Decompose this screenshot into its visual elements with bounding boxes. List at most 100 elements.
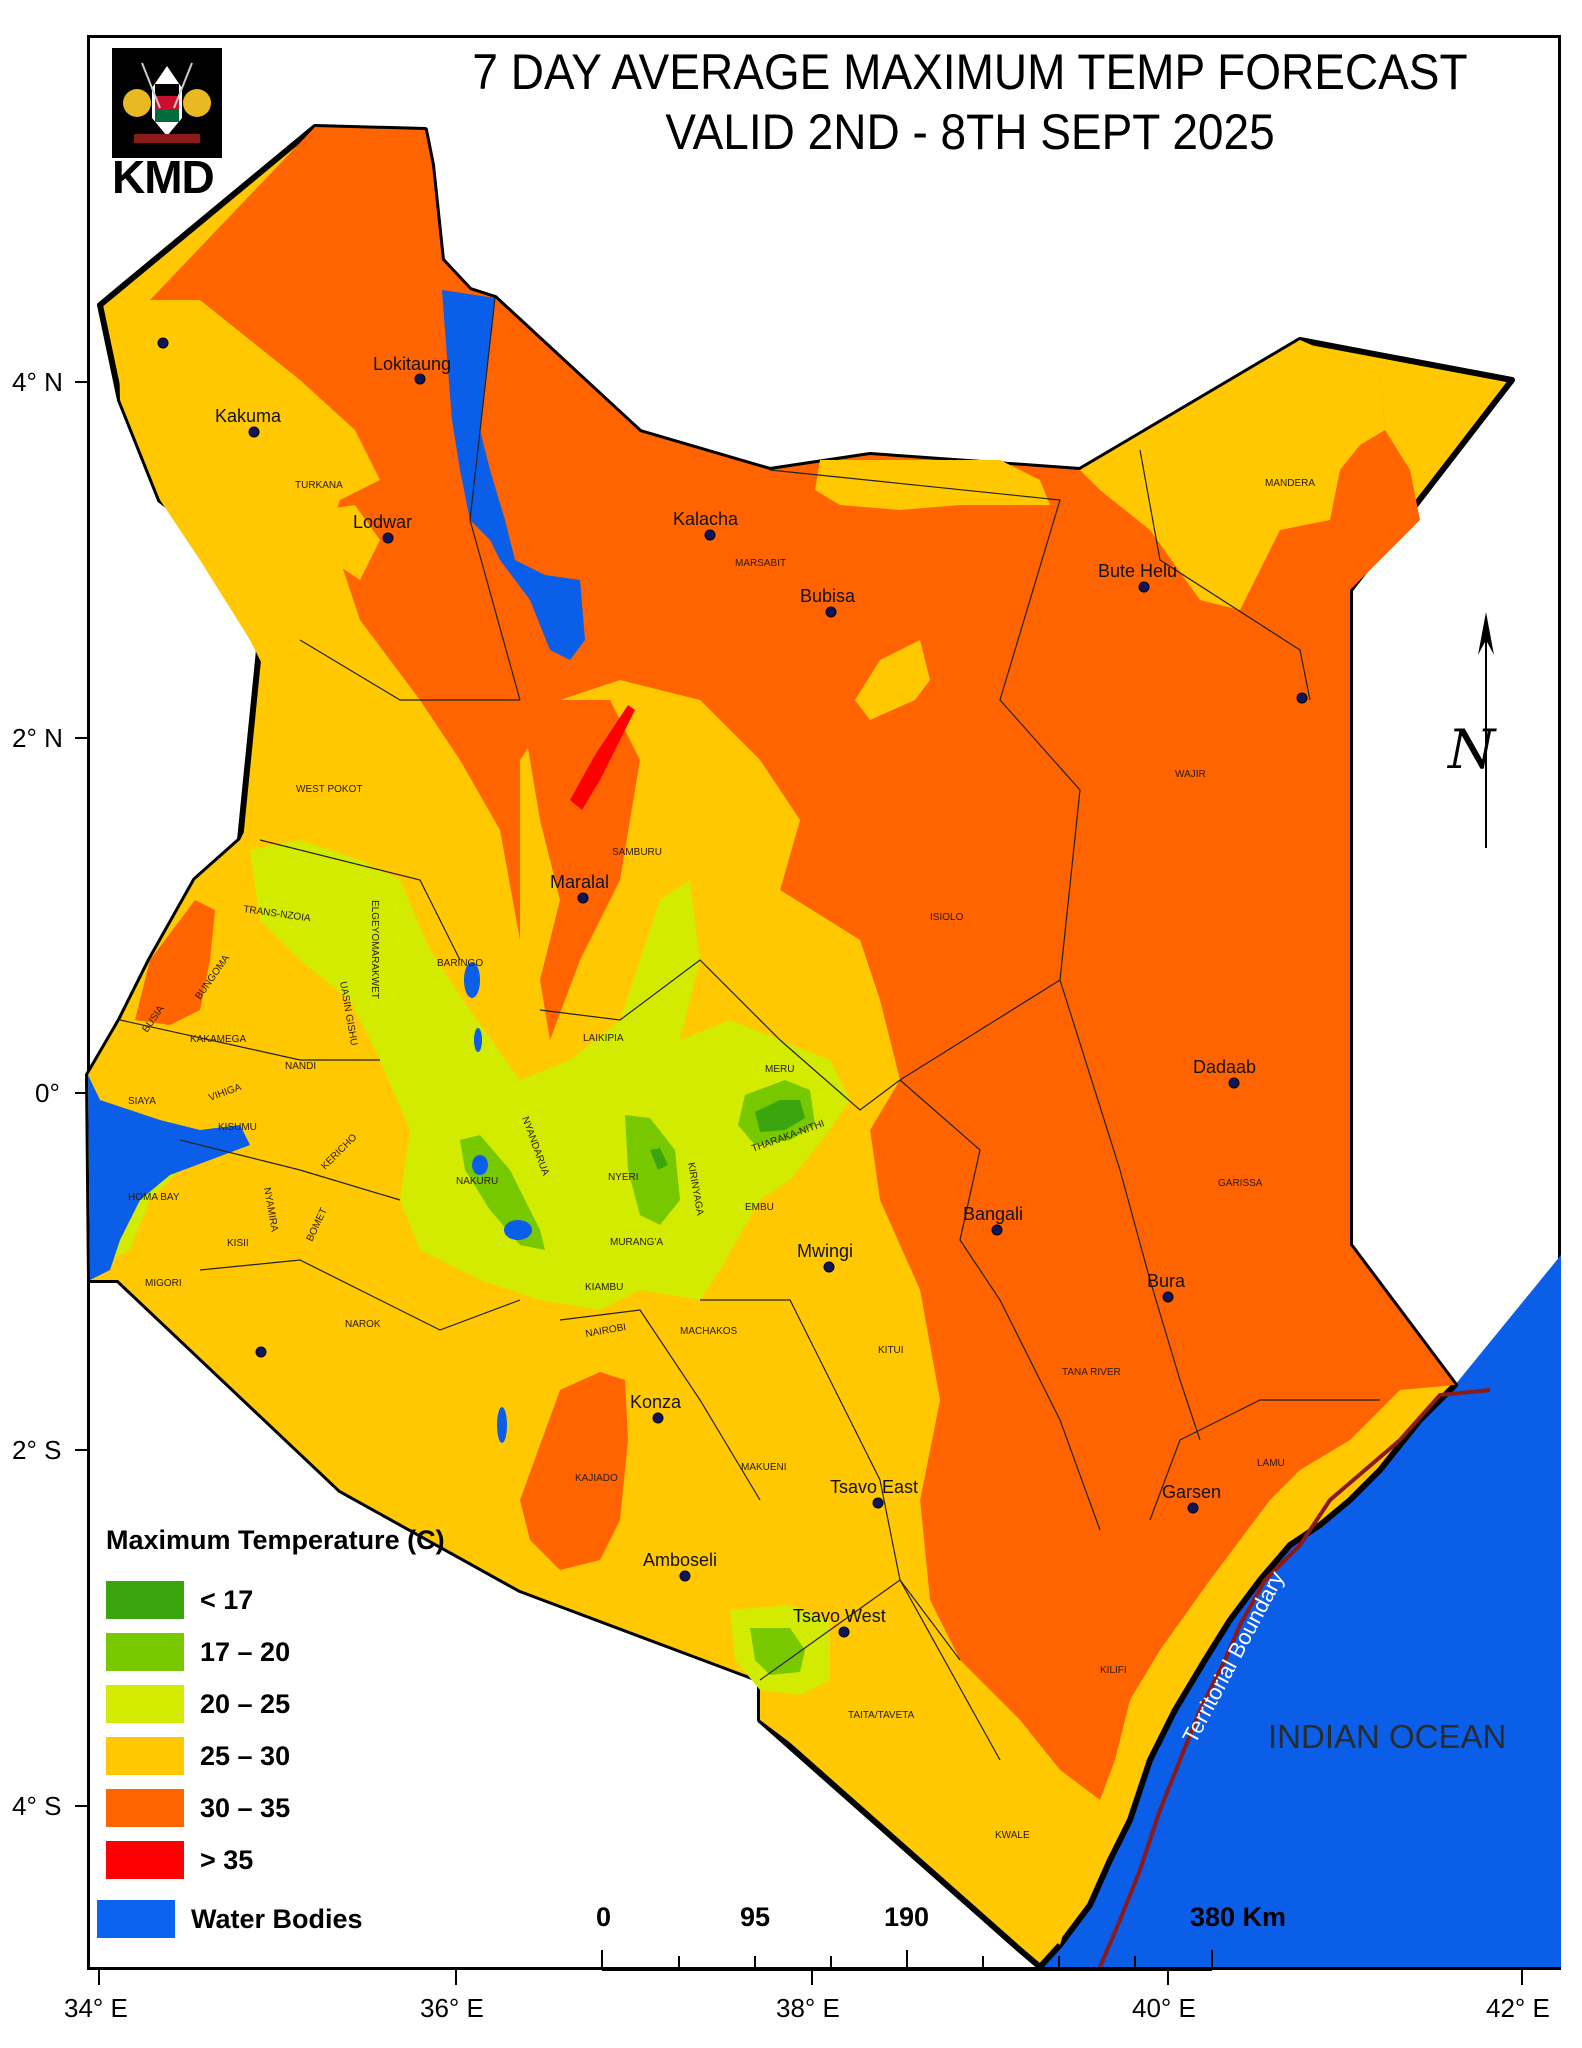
zone-30-35-north-east — [150, 127, 1455, 1800]
svg-text:KIAMBU: KIAMBU — [585, 1282, 623, 1293]
svg-text:MIGORI: MIGORI — [145, 1278, 182, 1289]
scale-label-190: 190 — [884, 1902, 930, 1932]
legend-swatch — [106, 1633, 184, 1671]
svg-text:NYERI: NYERI — [608, 1172, 639, 1183]
svg-text:MANDERA: MANDERA — [1265, 478, 1315, 489]
scale-label-380: 380 Km — [1190, 1902, 1287, 1932]
svg-text:MACHAKOS: MACHAKOS — [680, 1326, 738, 1337]
svg-text:0°: 0° — [35, 1078, 60, 1108]
kenya-coat-of-arms-icon — [112, 48, 222, 158]
svg-text:GARISSA: GARISSA — [1218, 1178, 1263, 1189]
territorial-boundary-line — [1098, 1388, 1491, 1968]
legend-item-20-25: 20 – 25 — [106, 1678, 445, 1730]
zone-25-30-mandera — [1080, 340, 1385, 610]
svg-text:SIAYA: SIAYA — [128, 1096, 156, 1107]
svg-text:MURANG'A: MURANG'A — [610, 1237, 663, 1248]
legend-item-30-35: 30 – 35 — [106, 1782, 445, 1834]
scale-bar — [601, 1950, 1213, 1971]
svg-text:KWALE: KWALE — [995, 1830, 1030, 1841]
lake-victoria — [88, 1075, 250, 1280]
svg-text:Lodwar: Lodwar — [353, 512, 412, 532]
svg-text:Maralal: Maralal — [550, 872, 609, 892]
svg-text:Bangali: Bangali — [963, 1204, 1023, 1224]
indian-ocean-label: INDIAN OCEAN — [1268, 1718, 1507, 1755]
legend-swatch — [106, 1841, 184, 1879]
latitude-axis: 4° N 2° N 0° 2° S 4° S — [12, 367, 87, 1821]
svg-text:Bubisa: Bubisa — [800, 586, 856, 606]
lake-magadi — [497, 1407, 507, 1443]
zone-25-30-marsabit-north — [815, 460, 1050, 510]
lake-turkana — [442, 290, 585, 660]
svg-text:TAITA/TAVETA: TAITA/TAVETA — [848, 1710, 915, 1721]
svg-text:4° N: 4° N — [12, 367, 63, 397]
county-boundaries — [119, 297, 1380, 1761]
svg-text:KILIFI: KILIFI — [1100, 1665, 1127, 1676]
svg-text:NAROK: NAROK — [345, 1319, 381, 1330]
longitude-axis: 34° E 36° E 38° E 40° E 42° E — [64, 1970, 1550, 2023]
title-line-2: VALID 2ND - 8TH SEPT 2025 — [665, 104, 1275, 160]
svg-text:KISUMU: KISUMU — [218, 1122, 257, 1133]
svg-text:42° E: 42° E — [1486, 1993, 1550, 2023]
svg-text:BARINGO: BARINGO — [437, 958, 483, 969]
zone-25-30-marsabit-patch — [855, 640, 930, 720]
legend-swatch — [106, 1685, 184, 1723]
svg-text:Konza: Konza — [630, 1392, 682, 1412]
svg-text:TANA RIVER: TANA RIVER — [1062, 1367, 1121, 1378]
towns: Lokitaung Kakuma Lodwar Kalacha Bubisa B… — [157, 337, 1308, 1638]
lake-nakuru — [472, 1155, 488, 1175]
svg-text:36° E: 36° E — [420, 1993, 484, 2023]
legend-swatch — [106, 1789, 184, 1827]
svg-text:38° E: 38° E — [776, 1993, 840, 2023]
legend-title: Maximum Temperature (C) — [106, 1525, 445, 1555]
legend-item-lt17: < 17 — [106, 1574, 445, 1626]
legend-item-25-30: 25 – 30 — [106, 1730, 445, 1782]
scale-label-95: 95 — [740, 1902, 771, 1932]
legend-item-17-20: 17 – 20 — [106, 1626, 445, 1678]
svg-text:TURKANA: TURKANA — [295, 480, 343, 491]
zone-30-35-maralal — [520, 700, 640, 1040]
svg-text:EMBU: EMBU — [745, 1202, 774, 1213]
lake-bogoria — [474, 1028, 482, 1052]
svg-text:2° S: 2° S — [12, 1435, 61, 1465]
svg-text:MAKUENI: MAKUENI — [741, 1462, 787, 1473]
title-line-1: 7 DAY AVERAGE MAXIMUM TEMP FORECAST — [472, 44, 1468, 100]
north-arrow-icon: N — [1446, 612, 1497, 848]
svg-text:SAMBURU: SAMBURU — [612, 847, 662, 858]
svg-text:KAKAMEGA: KAKAMEGA — [190, 1034, 246, 1045]
svg-text:NAKURU: NAKURU — [456, 1176, 498, 1187]
svg-text:KISII: KISII — [227, 1238, 249, 1249]
svg-text:2° N: 2° N — [12, 723, 63, 753]
svg-text:LAMU: LAMU — [1257, 1458, 1285, 1469]
svg-text:KITUI: KITUI — [878, 1345, 904, 1356]
svg-text:NANDI: NANDI — [285, 1061, 316, 1072]
svg-text:Kalacha: Kalacha — [673, 509, 739, 529]
svg-text:LAIKIPIA: LAIKIPIA — [583, 1033, 624, 1044]
svg-text:KAJIADO: KAJIADO — [575, 1473, 618, 1484]
zone-17-20-kilimanjaro — [750, 1628, 805, 1675]
legend-item-gt35: > 35 — [106, 1834, 445, 1886]
zone-25-30-turkana-west — [118, 300, 420, 800]
svg-text:ISIOLO: ISIOLO — [930, 912, 964, 923]
svg-text:Dadaab: Dadaab — [1193, 1057, 1256, 1077]
zone-lt17-mt-kenya — [755, 1100, 805, 1132]
legend-swatch — [106, 1737, 184, 1775]
legend-swatch-water — [97, 1900, 175, 1938]
legend: Maximum Temperature (C) < 17 17 – 20 20 … — [106, 1525, 445, 1886]
svg-text:Garsen: Garsen — [1162, 1482, 1221, 1502]
svg-text:Bura: Bura — [1147, 1271, 1186, 1291]
svg-text:4° S: 4° S — [12, 1791, 61, 1821]
svg-text:Amboseli: Amboseli — [643, 1550, 717, 1570]
svg-text:MARSABIT: MARSABIT — [735, 558, 786, 569]
zone-gt35 — [570, 705, 635, 810]
svg-text:WAJIR: WAJIR — [1175, 769, 1206, 780]
svg-text:ELGEYOMARAKWET: ELGEYOMARAKWET — [369, 900, 380, 999]
svg-text:Bute Helu: Bute Helu — [1098, 561, 1177, 581]
zone-20-25-highlands — [250, 840, 850, 1310]
svg-text:Tsavo East: Tsavo East — [830, 1477, 918, 1497]
svg-text:Mwingi: Mwingi — [797, 1241, 853, 1261]
svg-text:34° E: 34° E — [64, 1993, 128, 2023]
svg-text:Kakuma: Kakuma — [215, 406, 282, 426]
zone-17-20-aberdare — [625, 1115, 680, 1225]
kmd-logo-text: KMD — [112, 151, 215, 203]
